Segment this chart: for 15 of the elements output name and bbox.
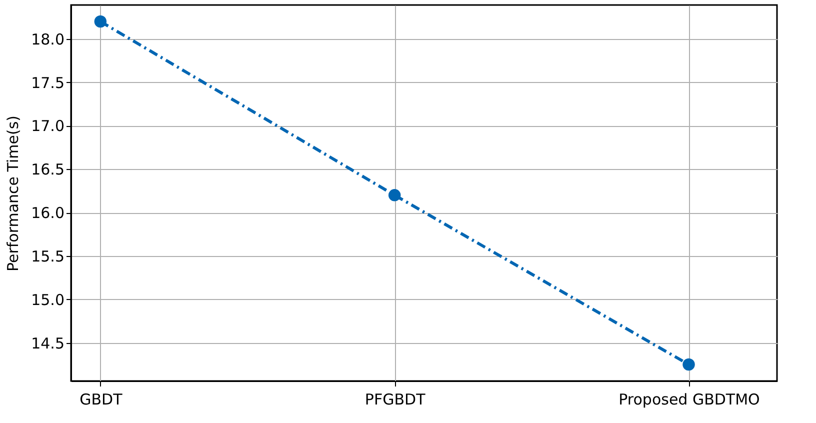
y-axis-title: Performance Time(s) (4, 115, 22, 272)
y-tick-label: 14.5 (31, 334, 64, 352)
x-tick-label: GBDT (80, 390, 124, 408)
y-tick-label: 17.0 (31, 117, 64, 136)
point (682, 358, 695, 371)
y-tick-label: 18.0 (31, 30, 64, 48)
y-tick-label: 15.5 (31, 247, 64, 266)
x-tick-label: PFGBDT (364, 390, 426, 408)
y-tick-label: 15.0 (31, 290, 64, 309)
point (388, 189, 401, 202)
point (94, 15, 107, 28)
x-tick-label: Proposed GBDTMO (618, 390, 760, 408)
y-tick-label: 16.5 (31, 160, 64, 179)
y-tick-label: 17.5 (31, 74, 64, 92)
y-tick-label: 16.0 (31, 204, 64, 222)
